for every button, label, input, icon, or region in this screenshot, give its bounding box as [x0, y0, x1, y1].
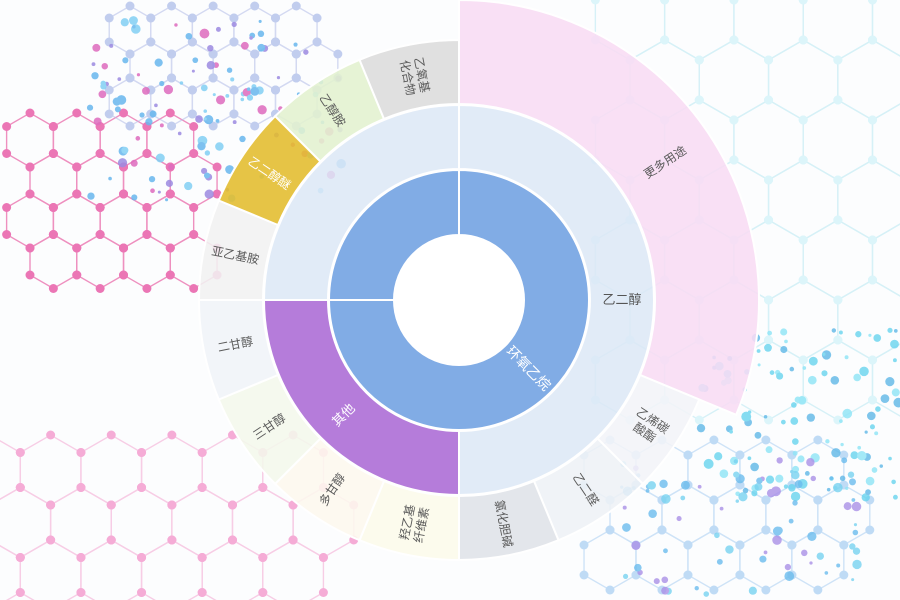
outer-ring-segment	[458, 0, 760, 417]
outer-ring-segment-label: 二甘醇	[216, 333, 254, 355]
inner-ring-segment	[327, 168, 590, 431]
middle-ring-segment	[262, 103, 460, 301]
inner-ring-segment	[327, 168, 460, 301]
middle-ring-segment-label: 乙二醇	[602, 292, 641, 308]
hex-lattice	[2, 108, 222, 293]
outer-ring-segment	[358, 38, 460, 121]
outer-ring-segment-label: 羟乙基纤维素	[396, 503, 432, 544]
middle-ring-segment	[262, 299, 460, 497]
hex-lattice	[104, 1, 343, 131]
inner-ring: 环氧乙烷	[327, 168, 590, 431]
outer-ring-segment-label: 乙氧基化合物	[398, 56, 433, 97]
outer-ring: 更多用途乙烯碳酸酯乙二醛氯化胆碱羟乙基纤维素多甘醇三甘醇二甘醇亚乙基胺乙二醇醚乙…	[197, 0, 760, 562]
dot-cloud	[696, 327, 900, 502]
middle-ring-segment	[458, 103, 655, 497]
center-hole	[395, 236, 523, 364]
